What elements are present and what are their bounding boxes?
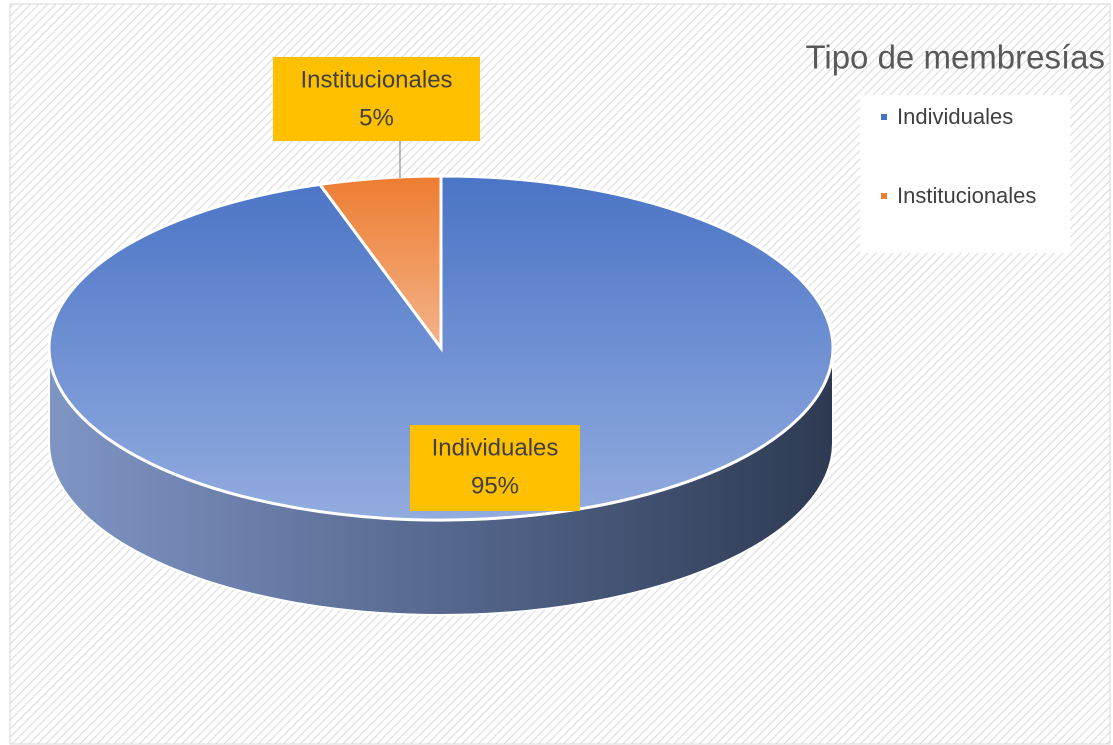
legend-marker <box>881 114 887 120</box>
legend-label: Individuales <box>897 104 1014 129</box>
legend-box <box>860 95 1070 253</box>
data-label-name: Institucionales <box>300 66 452 93</box>
chart-title: Tipo de membresías <box>805 39 1105 76</box>
data-label-box <box>410 425 580 511</box>
legend-label: Institucionales <box>897 183 1037 208</box>
data-label-name: Individuales <box>432 434 559 461</box>
data-label-box <box>273 57 480 141</box>
legend-marker <box>881 193 887 199</box>
pie-slice <box>317 174 443 353</box>
data-label-value: 95% <box>471 472 519 499</box>
data-label-value: 5% <box>359 104 394 131</box>
